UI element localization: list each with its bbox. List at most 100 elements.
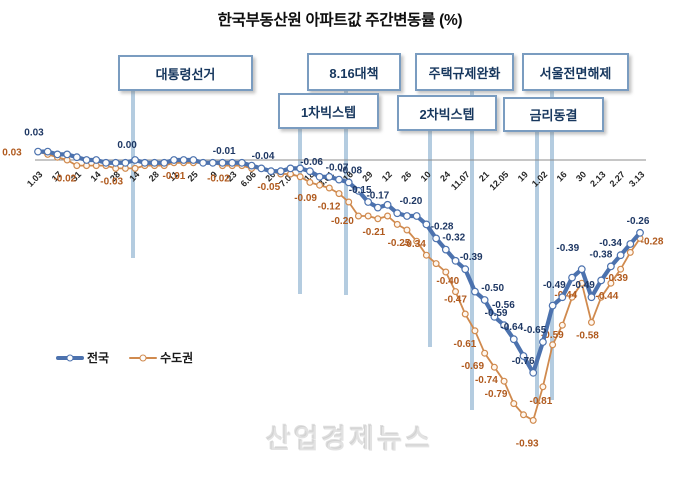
data-label: -0.44	[595, 291, 618, 302]
data-point	[325, 184, 333, 192]
data-label: 0.03	[2, 148, 22, 159]
data-point	[606, 262, 615, 271]
data-point	[267, 167, 275, 176]
data-point	[121, 158, 130, 167]
x-tick-label: 24	[438, 169, 452, 183]
data-label: -0.28	[641, 236, 664, 247]
data-point	[568, 293, 576, 301]
data-label: -0.79	[485, 389, 508, 400]
event-lines	[131, 87, 554, 410]
data-point	[305, 167, 314, 176]
data-point	[63, 150, 72, 159]
x-tick-label: 12.05	[487, 169, 510, 192]
event-box-2: 8.16대책	[307, 53, 401, 91]
data-point	[228, 158, 237, 167]
data-label: -0.39	[556, 243, 579, 254]
data-point	[315, 172, 324, 181]
data-label: -0.39	[460, 252, 483, 263]
legend: 전국 수도권	[56, 349, 193, 366]
data-label: -0.07	[326, 163, 349, 174]
data-point	[432, 234, 441, 243]
data-point	[354, 212, 362, 220]
data-point	[597, 293, 605, 301]
data-point	[461, 310, 469, 318]
x-tick-label: 1.03	[25, 169, 44, 188]
data-label: -0.81	[530, 396, 553, 407]
x-tick-label: 3.13	[627, 169, 646, 188]
data-point	[510, 400, 518, 408]
data-label: -0.28	[431, 221, 454, 232]
data-label: -0.69	[461, 361, 484, 372]
data-point	[170, 156, 178, 164]
legend-item-national: 전국	[56, 349, 109, 366]
x-tick-label: 26	[399, 169, 413, 183]
data-label: -0.50	[481, 283, 504, 294]
data-point	[577, 265, 586, 274]
data-point	[441, 245, 450, 254]
data-label: -0.32	[442, 233, 465, 244]
national-line-swatch-icon	[56, 354, 84, 361]
data-point	[500, 377, 508, 385]
data-label: -0.56	[492, 300, 515, 311]
data-point	[432, 260, 440, 268]
event-box-4: 주택규제완화	[415, 53, 514, 91]
data-label: -0.58	[576, 330, 599, 341]
data-label: 0.00	[117, 140, 137, 151]
legend-label-national: 전국	[87, 351, 110, 365]
data-point	[276, 167, 285, 176]
data-point	[296, 173, 304, 181]
x-tick-label: 28	[147, 169, 161, 183]
data-point	[316, 181, 324, 189]
data-point	[403, 212, 411, 220]
data-point	[422, 251, 430, 259]
data-label: -0.02	[53, 174, 76, 185]
data-point	[43, 147, 52, 156]
data-point	[519, 411, 527, 419]
data-label: -0.08	[339, 165, 362, 176]
x-tick-label: 2.13	[588, 169, 607, 188]
data-point	[509, 335, 518, 344]
data-point	[539, 338, 547, 346]
x-tick-label: 16	[555, 169, 569, 183]
data-point	[140, 158, 149, 167]
data-label: -0.49	[572, 280, 595, 291]
data-point	[364, 212, 372, 220]
data-point	[131, 156, 140, 164]
x-tick-label: 19	[516, 169, 530, 183]
x-tick-label: 29	[360, 169, 374, 183]
data-point	[354, 186, 363, 195]
data-point	[568, 273, 576, 282]
data-point	[548, 301, 557, 310]
data-point	[480, 296, 489, 304]
data-point	[218, 158, 227, 167]
data-point	[461, 265, 470, 274]
data-label: -0.04	[252, 151, 275, 162]
data-label: -0.59	[541, 330, 564, 341]
data-label: -0.49	[543, 280, 566, 291]
data-point	[247, 161, 256, 170]
data-label: -0.64	[500, 322, 523, 333]
data-point	[82, 156, 91, 164]
data-point	[72, 153, 81, 162]
data-label: -0.34	[599, 238, 622, 249]
data-label: 0.03	[24, 128, 44, 139]
data-label: -0.44	[554, 290, 577, 301]
data-point	[257, 164, 266, 173]
data-point	[373, 203, 382, 212]
data-point	[131, 164, 139, 172]
data-point	[111, 158, 120, 167]
x-tick-label: 9	[209, 169, 220, 180]
data-point	[597, 276, 606, 285]
x-tick-label: 1.02	[530, 169, 549, 188]
data-point	[617, 265, 625, 273]
data-point	[393, 209, 402, 218]
data-label: -0.61	[454, 339, 477, 350]
data-label: -0.26	[627, 216, 650, 227]
data-point	[384, 212, 392, 220]
x-tick-label: 11.07	[449, 169, 472, 192]
data-point	[189, 156, 198, 164]
data-point	[422, 220, 431, 229]
data-label: -0.03	[100, 176, 123, 187]
